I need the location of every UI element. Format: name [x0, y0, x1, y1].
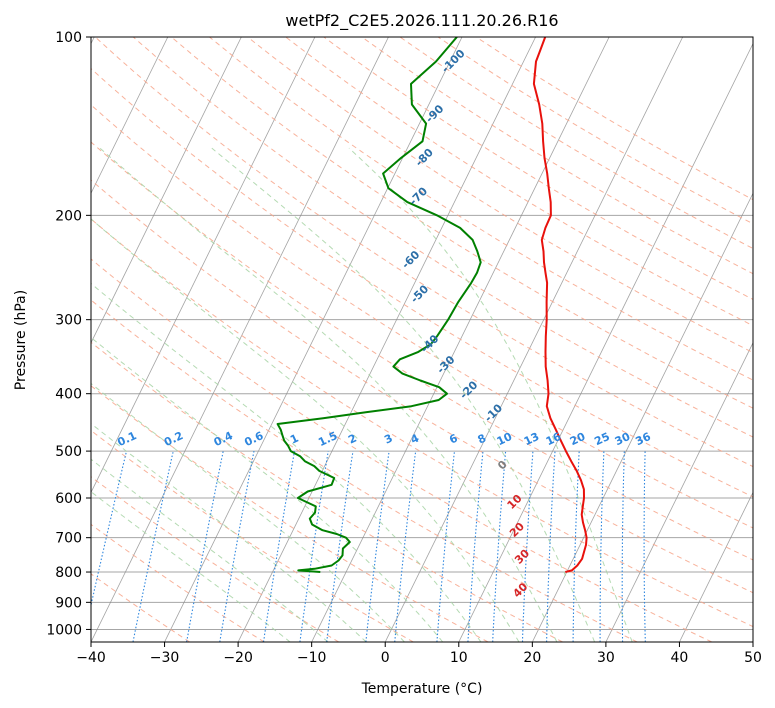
temperature-profile [532, 37, 588, 573]
x-tick-label: 50 [744, 650, 762, 666]
y-tick-label: 300 [55, 313, 82, 329]
x-tick-label: 10 [450, 650, 468, 666]
mixing-ratio-lines [91, 450, 646, 642]
x-tick-label: 20 [523, 650, 541, 666]
mixing-ratio-label: 30 [613, 430, 633, 448]
dry-adiabat [91, 104, 753, 529]
dry-adiabat [91, 218, 753, 628]
mixing-ratio-line [492, 451, 507, 642]
mixing-ratio-line [91, 450, 128, 608]
y-tick-label: 400 [55, 387, 82, 403]
mixing-ratio-line [467, 451, 484, 642]
x-tick-label: 40 [671, 650, 689, 666]
plot-frame [90, 36, 754, 643]
mixing-ratio-line [132, 450, 174, 642]
isotherm-line [91, 37, 169, 195]
mixing-ratio-line [572, 451, 580, 642]
mixing-ratio-label: 25 [592, 430, 611, 448]
x-tick-label: −20 [223, 650, 253, 666]
dry-adiabat [437, 37, 753, 225]
y-tick-label: 900 [55, 595, 82, 611]
isotherm-line [531, 192, 753, 642]
mixing-ratio-line [643, 451, 646, 642]
isotherm-line [458, 42, 753, 642]
y-tick-label: 500 [55, 444, 82, 460]
y-tick-label: 700 [55, 531, 82, 547]
mixing-ratio-label: 13 [522, 430, 541, 448]
y-tick-label: 100 [55, 30, 82, 46]
mixing-ratio-label: 10 [495, 430, 515, 448]
dry-adiabat [285, 37, 753, 327]
dry-adiabat [91, 179, 753, 594]
isotherm-line [679, 491, 753, 642]
y-tick-label: 800 [55, 565, 82, 581]
dry-adiabat [399, 37, 753, 250]
x-axis-ticks: −40 −30 −20 −10 0 10 20 30 40 50 [76, 642, 762, 666]
y-tick-label: 1000 [46, 622, 82, 638]
isotherm-line [91, 37, 316, 494]
mixing-ratio-line [546, 451, 556, 642]
y-tick-label: 200 [55, 208, 82, 224]
dry-adiabat [94, 37, 753, 468]
mixing-ratio-line [621, 451, 625, 642]
mixing-ratio-line [521, 451, 534, 642]
moist-adiabat [211, 147, 596, 642]
x-tick-label: −30 [150, 650, 180, 666]
dry-adiabat [132, 37, 753, 438]
dry-adiabat [91, 67, 753, 498]
mixing-ratio-line [436, 451, 456, 642]
y-tick-label: 600 [55, 491, 82, 507]
isobar-lines [91, 37, 753, 630]
sounding-profiles [276, 37, 588, 573]
dry-adiabat-lines [91, 37, 753, 642]
y-axis-ticks: 100 200 300 400 500 600 700 800 900 1000 [46, 30, 91, 638]
x-tick-label: 0 [381, 650, 390, 666]
isotherm-line [237, 37, 536, 642]
dry-adiabat [91, 523, 265, 642]
chart-title: wetPf2_C2E5.2026.111.20.26.R16 [285, 11, 558, 31]
x-axis-label: Temperature (°C) [361, 681, 483, 697]
mixing-ratio-line [394, 451, 417, 642]
moist-adiabat [99, 147, 558, 642]
mixing-ratio-label: 16 [544, 430, 564, 448]
y-axis-label: Pressure (hPa) [13, 290, 29, 390]
mixing-ratio-label: 36 [633, 430, 653, 448]
dewpoint-profile [276, 37, 482, 573]
mixing-ratio-line [599, 451, 605, 642]
moist-adiabat [91, 282, 482, 642]
x-tick-label: 30 [597, 650, 615, 666]
x-tick-label: −40 [76, 650, 106, 666]
mixing-ratio-label: 20 [568, 430, 588, 448]
moist-adiabat [91, 491, 291, 642]
dry-adiabat [247, 37, 753, 354]
isotherm-line [91, 37, 242, 344]
isotherm-line [605, 341, 753, 642]
dry-adiabat [91, 141, 753, 561]
isotherm-line [384, 37, 684, 642]
moist-adiabat [91, 336, 444, 642]
dry-adiabat [91, 341, 563, 642]
isotherm-line [164, 37, 463, 642]
x-tick-label: −10 [297, 650, 327, 666]
